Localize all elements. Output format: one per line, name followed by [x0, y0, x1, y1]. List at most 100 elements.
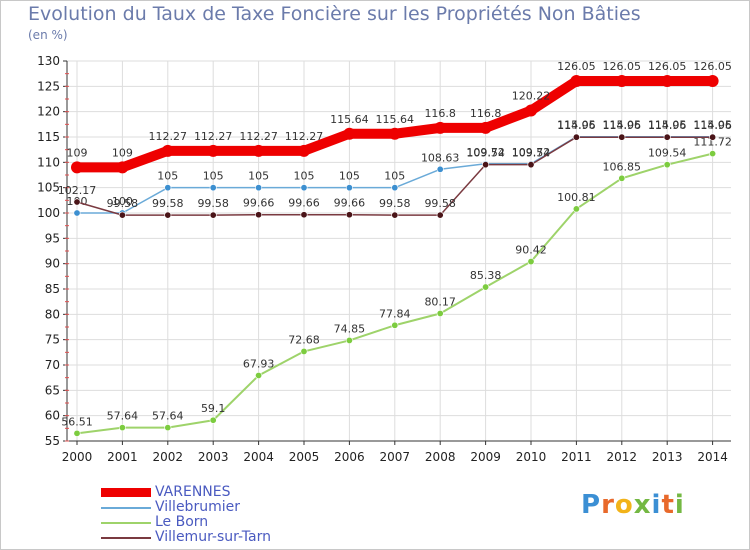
data-label: 106.85 [603, 160, 642, 173]
data-label: 114.96 [693, 119, 732, 132]
data-point [343, 127, 356, 140]
data-label: 105 [157, 170, 178, 183]
data-label: 109.54 [512, 147, 551, 160]
data-point [391, 321, 399, 329]
legend-label: VARENNES [155, 484, 231, 500]
data-label: 115.64 [376, 113, 415, 126]
brand-letter: P [581, 490, 602, 520]
data-label: 126.05 [648, 60, 687, 73]
data-point [615, 75, 628, 88]
data-label: 105 [294, 170, 315, 183]
data-point [118, 424, 126, 432]
data-point [207, 144, 220, 157]
data-label: 77.84 [379, 307, 411, 320]
data-point [255, 211, 263, 219]
data-point [209, 211, 217, 219]
data-point [709, 150, 717, 158]
data-label: 100 [112, 195, 133, 208]
brand-letter: i [651, 490, 662, 520]
y-tick-label: 125 [37, 79, 60, 93]
plot-area [67, 61, 731, 441]
data-point [164, 424, 172, 432]
data-point [436, 211, 444, 219]
data-point [71, 161, 83, 174]
x-tick-label: 2006 [334, 450, 365, 464]
brand-letter: r [601, 490, 615, 520]
data-label: 56.51 [61, 415, 93, 428]
legend-label: Le Born [155, 514, 209, 530]
data-point [116, 161, 129, 174]
data-point [164, 211, 172, 219]
x-tick-label: 2011 [561, 450, 592, 464]
data-label: 80.17 [424, 295, 456, 308]
data-label: 114.96 [603, 119, 642, 132]
chart-title: Evolution du Taux de Taxe Foncière sur l… [28, 3, 641, 25]
data-point [436, 309, 444, 317]
unit-label: (en %) [28, 28, 68, 42]
data-point [345, 211, 353, 219]
data-point [388, 127, 401, 140]
legend-swatch [101, 488, 151, 497]
data-label: 115.05 [603, 119, 642, 132]
data-label: 112.27 [194, 130, 233, 143]
data-point [252, 144, 265, 157]
y-tick-label: 130 [37, 54, 60, 68]
data-point [706, 75, 719, 88]
data-point [482, 161, 490, 169]
data-point [118, 211, 126, 219]
data-point [300, 184, 308, 192]
data-point [434, 121, 447, 134]
legend: VARENNES Villebrumier Le Born Villemur-sur-… [101, 485, 271, 545]
data-point [209, 416, 217, 424]
data-point [73, 429, 81, 437]
data-label: 109.72 [466, 146, 505, 159]
data-label: 114.96 [648, 119, 687, 132]
y-tick-label: 120 [37, 105, 60, 119]
data-point [709, 133, 717, 141]
data-label: 57.64 [152, 410, 184, 423]
data-point [479, 121, 492, 134]
data-label: 115.05 [557, 119, 596, 132]
y-tick-label: 55 [45, 434, 60, 448]
data-point [73, 198, 81, 206]
data-point [345, 336, 353, 344]
x-tick-label: 2000 [62, 450, 93, 464]
brand-letter: t [661, 490, 675, 520]
data-point [618, 174, 626, 182]
data-point [255, 184, 263, 192]
data-label: 120.22 [512, 90, 551, 103]
data-label: 116.8 [470, 107, 502, 120]
y-tick-label: 70 [45, 358, 60, 372]
y-tick-label: 95 [45, 231, 60, 245]
data-label: 99.66 [334, 197, 366, 210]
data-point [525, 104, 537, 117]
x-tick-label: 2012 [607, 450, 638, 464]
data-point [572, 205, 580, 213]
data-label: 90.42 [515, 244, 547, 257]
data-label: 105 [203, 170, 224, 183]
data-point [663, 161, 671, 169]
y-tick-label: 85 [45, 282, 60, 296]
brand-logo: Proxiti [581, 490, 685, 520]
y-tick-label: 80 [45, 307, 60, 321]
data-label: 112.27 [149, 130, 188, 143]
y-tick-label: 65 [45, 383, 60, 397]
data-point [572, 133, 580, 141]
data-label: 126.05 [557, 60, 596, 73]
legend-label: Villebrumier [155, 499, 240, 515]
data-label: 115.05 [648, 119, 687, 132]
data-label: 99.58 [197, 197, 229, 210]
data-point [618, 133, 626, 141]
legend-item: VARENNES [101, 485, 271, 500]
data-label: 126.05 [603, 60, 642, 73]
x-tick-label: 2005 [289, 450, 320, 464]
data-point [663, 133, 671, 141]
data-point [300, 347, 308, 355]
x-tick-label: 2003 [198, 450, 229, 464]
x-tick-label: 2009 [470, 450, 501, 464]
x-tick-label: 2010 [516, 450, 547, 464]
data-label: 108.63 [421, 151, 460, 164]
data-point [527, 258, 535, 266]
